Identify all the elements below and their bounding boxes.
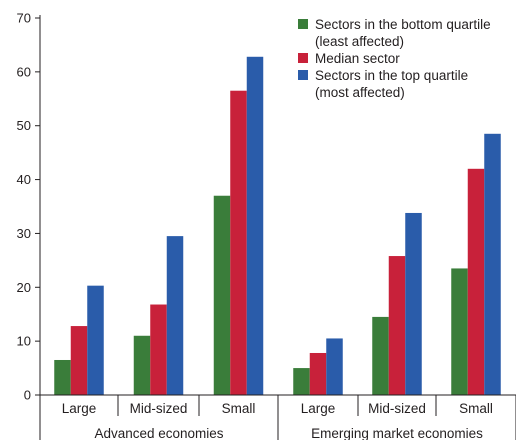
- legend: Sectors in the bottom quartile (least aff…: [298, 17, 491, 100]
- bar-1-3: [213, 195, 231, 395]
- category-label: Large: [62, 401, 97, 416]
- bar-2-5: [388, 256, 406, 395]
- bar-2-3: [230, 90, 247, 396]
- bar-1-4: [293, 368, 310, 395]
- legend-label: (least affected): [315, 34, 404, 49]
- bar-3-6: [484, 133, 501, 396]
- legend-label: Sectors in the top quartile: [315, 68, 468, 83]
- group-label: Advanced economies: [94, 426, 223, 440]
- y-axis: 0 10 20 30 40 50 60 70: [17, 11, 41, 403]
- legend-swatch-3: [298, 70, 308, 80]
- bar-1-5: [372, 316, 389, 395]
- category-label: Mid-sized: [368, 401, 426, 416]
- bar-2-4: [309, 352, 327, 395]
- y-tick-label: 20: [17, 280, 31, 295]
- bar-3-5: [405, 212, 422, 395]
- bar-3-3: [246, 56, 264, 395]
- y-tick-label: 10: [17, 334, 31, 349]
- group-label: Emerging market economies: [311, 426, 483, 440]
- bar-1-6: [451, 268, 468, 395]
- bar-1-1: [54, 359, 71, 395]
- category-label: Mid-sized: [130, 401, 188, 416]
- legend-swatch-1: [298, 19, 308, 29]
- y-tick-label: 50: [17, 118, 31, 133]
- legend-label: (most affected): [315, 85, 405, 100]
- legend-label: Median sector: [315, 51, 400, 66]
- y-tick-label: 40: [17, 172, 31, 187]
- legend-swatch-2: [298, 53, 308, 63]
- category-label: Small: [222, 401, 256, 416]
- bar-3-4: [326, 338, 343, 395]
- bars: [54, 56, 501, 396]
- bar-2-2: [150, 304, 167, 395]
- category-label: Small: [459, 401, 493, 416]
- bar-2-6: [467, 168, 485, 395]
- y-tick-label: 0: [24, 388, 31, 403]
- bar-1-2: [133, 335, 151, 395]
- legend-label: Sectors in the bottom quartile: [315, 17, 491, 32]
- category-label: Large: [301, 401, 336, 416]
- bar-3-2: [166, 236, 184, 395]
- x-axis: Large Mid-sized Small Large Mid-sized Small Ad…: [39, 394, 516, 440]
- y-tick-label: 30: [17, 226, 31, 241]
- bar-2-1: [70, 326, 88, 395]
- y-tick-label: 60: [17, 64, 31, 79]
- bar-3-1: [87, 285, 104, 395]
- y-tick-label: 70: [17, 11, 31, 26]
